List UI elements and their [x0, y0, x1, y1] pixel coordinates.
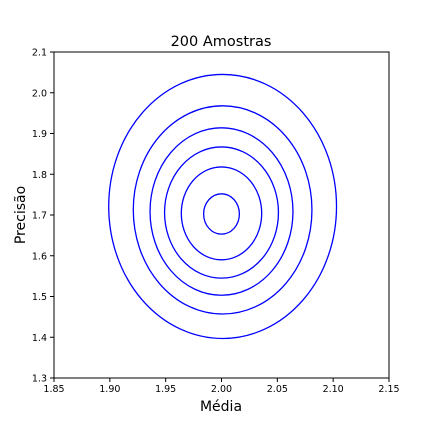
x-tick-label: 2.15	[378, 384, 399, 395]
x-axis-label: Média	[200, 399, 242, 415]
y-axis-label: Precisão	[13, 186, 29, 244]
chart-title: 200 Amostras	[171, 34, 272, 50]
x-tick-label: 2.00	[211, 384, 232, 395]
y-tick-label: 1.3	[32, 374, 47, 385]
x-tick-label: 1.95	[155, 384, 176, 395]
y-tick-label: 1.7	[32, 211, 47, 222]
x-tick-label: 1.85	[43, 384, 64, 395]
y-axis-ticks: 1.3 1.4 1.5 1.6 1.7 1.8 1.9 2.0 2.1	[32, 48, 54, 385]
contour-line-2	[180, 166, 263, 261]
y-tick-label: 1.9	[32, 129, 47, 140]
contour-lines	[108, 73, 338, 340]
y-tick-label: 1.4	[32, 333, 47, 344]
contour-line-5	[132, 105, 313, 315]
x-tick-label: 2.05	[267, 384, 288, 395]
contour-line-4	[149, 127, 294, 296]
y-tick-label: 1.6	[32, 251, 47, 262]
contour-line-3	[163, 146, 280, 279]
contour-line-1	[202, 193, 241, 235]
y-tick-label: 1.8	[32, 170, 47, 181]
contour-line-6	[108, 73, 338, 340]
y-tick-label: 2.1	[32, 48, 47, 59]
x-axis-ticks: 1.85 1.90 1.95 2.00 2.05 2.10 2.15	[43, 378, 400, 395]
x-tick-label: 2.10	[323, 384, 344, 395]
y-tick-label: 2.0	[32, 88, 47, 99]
x-tick-label: 1.90	[99, 384, 120, 395]
y-tick-label: 1.5	[32, 292, 47, 303]
